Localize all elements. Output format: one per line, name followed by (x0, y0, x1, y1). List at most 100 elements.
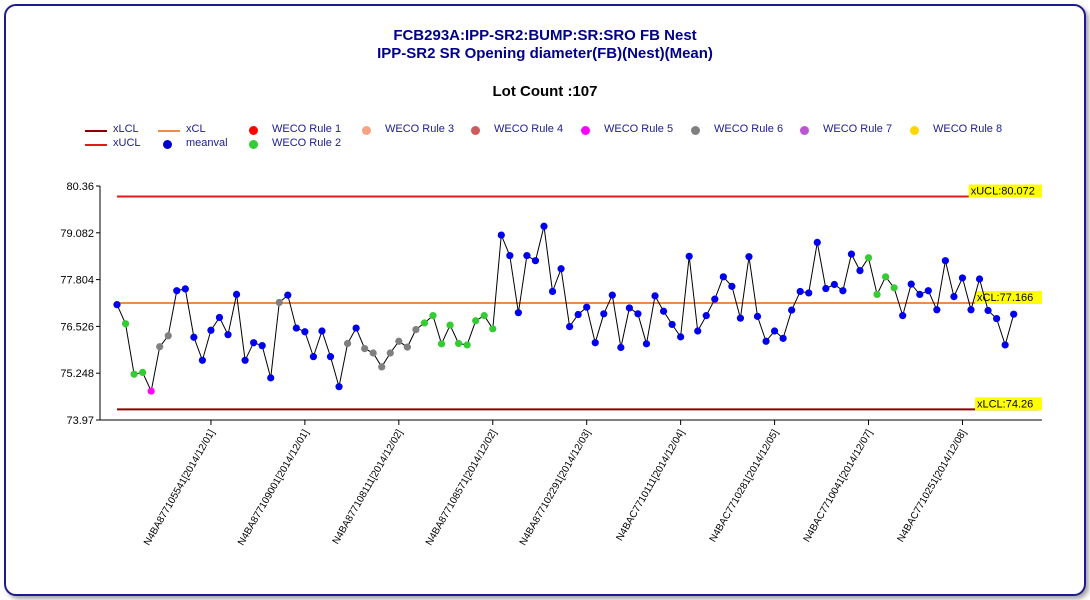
data-point (275, 298, 283, 307)
data-point (634, 310, 642, 318)
data-point (694, 327, 702, 335)
y-tick-label: 77.804 (60, 275, 94, 287)
data-point (677, 333, 685, 341)
legend-label: WECO Rule 1 (272, 123, 342, 135)
data-point (420, 319, 429, 327)
data-point (489, 325, 497, 333)
data-point (156, 343, 164, 351)
legend-label: meanval (186, 137, 228, 149)
x-tick-label: N4BA877109001[2014/12/01] (236, 428, 312, 548)
data-point (224, 331, 232, 339)
data-point (139, 368, 147, 376)
data-point (864, 254, 873, 262)
data-point (668, 320, 676, 329)
chart-title: FCB293A:IPP-SR2:BUMP:SR:SRO FB Nest (393, 27, 697, 44)
x-tick-label: N4BA877102291[2014/12/03] (518, 428, 594, 548)
data-point (292, 324, 300, 332)
data-point (395, 337, 403, 345)
x-tick-label: N4BAC7710041[2014/12/07] (802, 428, 876, 544)
data-point (882, 273, 890, 281)
data-point (250, 339, 258, 347)
y-tick-label: 76.526 (60, 321, 94, 333)
data-point (574, 310, 582, 319)
control-limit-badge (968, 184, 1042, 198)
chart-subtitle: IPP-SR2 SR Opening diameter(FB)(Nest)(Me… (377, 45, 713, 62)
data-point (941, 257, 949, 265)
x-tick-label: N4BA877108571[2014/12/02] (424, 428, 500, 548)
data-point (472, 317, 480, 325)
data-point (788, 306, 796, 314)
data-point (540, 222, 548, 230)
data-point (198, 356, 206, 364)
data-point (830, 280, 838, 289)
data-point (173, 287, 181, 295)
data-point (429, 312, 437, 320)
legend-swatch-dot (800, 126, 809, 135)
y-tick-label: 79.082 (60, 228, 94, 240)
data-point (369, 349, 377, 357)
data-point (924, 287, 932, 295)
legend-label: xLCL (113, 123, 139, 135)
data-point (309, 353, 318, 361)
data-point (617, 343, 625, 352)
legend-swatch-dot (163, 140, 172, 149)
data-point (497, 231, 505, 239)
data-point (975, 275, 984, 283)
data-point (207, 326, 215, 334)
data-point (241, 356, 249, 364)
data-point (412, 325, 420, 334)
data-point (318, 327, 326, 335)
data-point (993, 314, 1001, 323)
legend-swatch-dot (249, 126, 258, 135)
data-point (770, 327, 779, 335)
series-line (116, 226, 1015, 393)
control-limit-label: xUCL:80.072 (971, 186, 1035, 198)
data-point (386, 349, 394, 357)
data-point (984, 306, 992, 315)
data-point (600, 310, 608, 318)
legend-swatch-dot (910, 126, 919, 135)
x-tick-label: N4BAC7710281[2014/12/05] (708, 428, 782, 544)
y-tick-label: 73.97 (66, 415, 94, 427)
data-point (267, 374, 275, 382)
legend-swatch-dot (471, 126, 480, 135)
data-point (121, 320, 130, 328)
data-point (642, 340, 651, 348)
data-point (753, 312, 762, 320)
data-point (480, 312, 488, 320)
data-point (608, 291, 616, 299)
legend-swatch-line (158, 130, 180, 132)
data-point (745, 253, 753, 261)
legend-swatch-dot (249, 140, 258, 149)
data-point (659, 307, 668, 315)
data-point (335, 383, 343, 391)
data-point (215, 313, 224, 322)
legend-swatch-dot (581, 126, 590, 135)
lot-count: Lot Count :107 (492, 83, 598, 100)
data-point (455, 339, 463, 348)
data-point (343, 339, 352, 348)
data-point (591, 339, 599, 347)
data-point (805, 289, 813, 297)
data-point (719, 273, 727, 281)
data-point (967, 306, 975, 314)
data-point (685, 252, 693, 260)
data-point (284, 291, 292, 299)
data-point (916, 290, 924, 298)
data-point (446, 321, 454, 329)
data-point (625, 304, 634, 312)
data-point (548, 287, 557, 296)
data-point (907, 280, 915, 288)
data-point (147, 387, 155, 395)
control-limit-label: xCL:77.166 (977, 292, 1033, 304)
data-point (890, 284, 898, 292)
legend-label: WECO Rule 5 (604, 123, 674, 135)
data-point (378, 363, 386, 371)
data-point (950, 292, 958, 301)
data-point (301, 328, 309, 336)
data-point (728, 282, 736, 290)
control-limit-label: xLCL:74.26 (977, 398, 1033, 410)
data-point (1010, 310, 1018, 318)
data-point (1001, 341, 1009, 349)
legend-label: WECO Rule 4 (494, 123, 564, 135)
